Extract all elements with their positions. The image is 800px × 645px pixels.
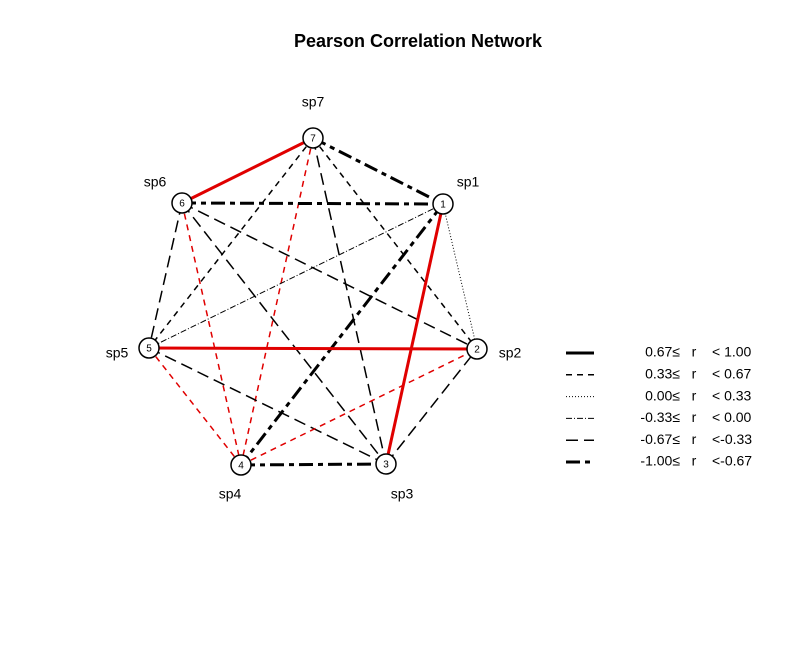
edge xyxy=(181,202,387,465)
legend-upper: < 0.00 xyxy=(712,409,752,425)
edge xyxy=(181,202,242,466)
legend-symbol: r xyxy=(692,431,697,447)
node-id: 4 xyxy=(238,461,244,472)
legend-upper: < 0.33 xyxy=(712,387,752,403)
node xyxy=(432,193,454,215)
legend-lower: -1.00≤ xyxy=(640,453,680,469)
edge xyxy=(148,203,444,349)
edge xyxy=(239,203,445,466)
edge xyxy=(442,203,478,350)
title: Pearson Correlation Network xyxy=(294,31,543,51)
edge xyxy=(240,462,387,467)
edge xyxy=(148,346,478,351)
edge xyxy=(312,137,478,350)
node-label: sp4 xyxy=(219,486,242,502)
node-label: sp1 xyxy=(457,174,480,190)
legend-lower: -0.67≤ xyxy=(640,431,680,447)
edge xyxy=(312,136,444,206)
edge xyxy=(148,347,242,466)
node xyxy=(302,127,324,149)
legend-upper: < 1.00 xyxy=(712,344,752,360)
edge xyxy=(181,202,478,350)
legend-lower: 0.00≤ xyxy=(645,387,680,403)
legend-lower: 0.67≤ xyxy=(645,344,680,360)
legend-symbol: r xyxy=(692,366,697,382)
legend-symbol: r xyxy=(692,344,697,360)
edge xyxy=(312,137,387,465)
node-label: sp3 xyxy=(391,486,414,502)
edge xyxy=(240,348,478,466)
edge xyxy=(148,137,314,349)
legend-upper: <-0.67 xyxy=(712,453,752,469)
legend-lower: -0.33≤ xyxy=(640,409,680,425)
node xyxy=(138,337,160,359)
node-id: 6 xyxy=(179,199,185,210)
node-id: 5 xyxy=(146,344,152,355)
edge xyxy=(385,348,478,465)
node xyxy=(171,192,193,214)
node-label: sp6 xyxy=(144,174,167,190)
node-label: sp5 xyxy=(106,345,129,361)
edges xyxy=(148,136,478,467)
node-id: 7 xyxy=(310,134,316,145)
node-id: 2 xyxy=(474,345,480,356)
edge xyxy=(181,136,314,205)
legend-upper: <-0.33 xyxy=(712,431,752,447)
edge xyxy=(384,203,445,465)
legend: 0.67≤ r < 1.00 0.33≤ r < 0.67 0.00≤ r < 0.33 -0.3… xyxy=(566,344,752,469)
edge xyxy=(240,137,314,466)
edge xyxy=(148,202,183,349)
edge xyxy=(181,201,444,206)
node xyxy=(230,454,252,476)
legend-lower: 0.33≤ xyxy=(645,366,680,382)
node xyxy=(466,338,488,360)
nodes: 1 sp1 2 sp2 3 sp3 4 sp4 5 sp5 6 sp6 7 sp7 xyxy=(106,94,522,502)
node-id: 3 xyxy=(383,460,389,471)
legend-symbol: r xyxy=(692,387,697,403)
node-label: sp7 xyxy=(302,94,325,110)
legend-symbol: r xyxy=(692,409,697,425)
legend-symbol: r xyxy=(692,453,697,469)
legend-upper: < 0.67 xyxy=(712,366,752,382)
node-label: sp2 xyxy=(499,345,522,361)
node-id: 1 xyxy=(440,200,446,211)
edge xyxy=(148,347,387,465)
node xyxy=(375,453,397,475)
